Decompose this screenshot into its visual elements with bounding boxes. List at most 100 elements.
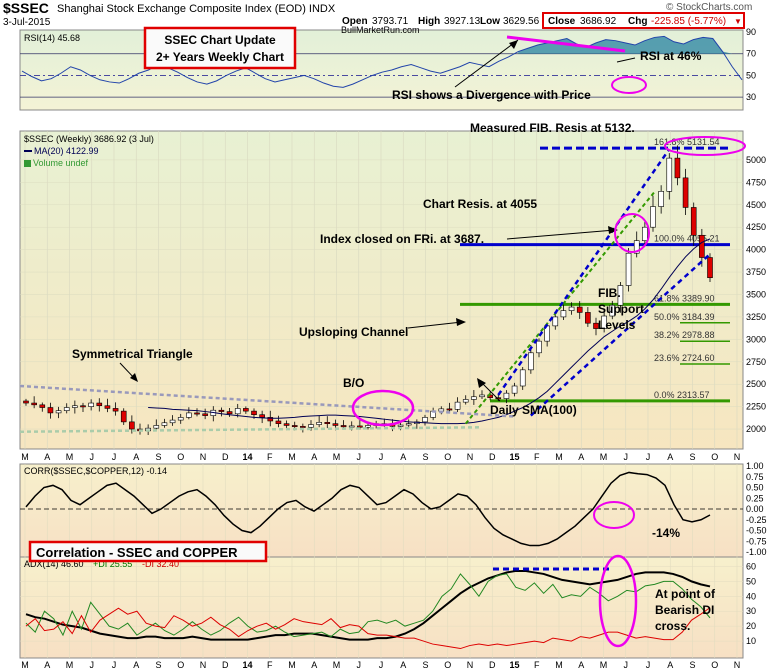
x-tick-label: D [489, 660, 496, 670]
adx-line [25, 569, 711, 641]
volume-legend: Volume undef [33, 158, 89, 168]
adx-panel [19, 556, 744, 659]
candle-body [332, 423, 339, 426]
open-label: Open [342, 16, 368, 27]
x-tick-label: O [177, 452, 184, 462]
fib-level-label: 61.8% 3389.90 [654, 293, 715, 303]
price-title: $SSEC (Weekly) 3686.92 (3 Jul) [24, 134, 154, 144]
candle-body [283, 423, 290, 426]
watermark: © StockCharts.com [666, 2, 752, 13]
x-tick-label: A [667, 660, 673, 670]
breakout-circle [351, 389, 415, 427]
title-box-line2: 2+ Years Weekly Chart [156, 50, 284, 64]
x-tick-label: J [624, 452, 629, 462]
rsi-divergence-line [506, 35, 626, 53]
rsi-y-tick: 90 [746, 27, 756, 37]
upsloping-arrowhead [456, 318, 466, 326]
fib-level-label: 0.0% 2313.57 [654, 390, 710, 400]
price-y-tick: 2500 [746, 379, 766, 389]
y-axes: 30 50 70 90 2000 2250 2500 2750 3000 3250 3500 3750… [746, 27, 767, 646]
x-tick-label: N [467, 452, 474, 462]
x-tick-label: J [379, 452, 384, 462]
corr-y-tick: -0.25 [746, 515, 767, 525]
candle-body [462, 399, 469, 403]
candle-body [576, 306, 583, 313]
corr-y-tick: -0.75 [746, 536, 767, 546]
adx-y-tick: 60 [746, 561, 756, 571]
chart-date: 3-Jul-2015 [3, 17, 51, 28]
x-tick-label: J [624, 660, 629, 670]
bearish-line1: At point of [655, 587, 716, 601]
candle-body [243, 408, 249, 412]
x-tick-label: J [112, 452, 117, 462]
candle-body [593, 322, 599, 329]
candle-body [63, 407, 70, 411]
price-y-tick: 2250 [746, 402, 766, 412]
x-tick-label: D [489, 452, 496, 462]
fib-level-label: 50.0% 3184.39 [654, 312, 715, 322]
candle-body [177, 417, 184, 421]
triangle-upper [19, 384, 515, 418]
candle-body [112, 408, 119, 412]
candle-body [161, 422, 168, 426]
rsi-y-tick: 70 [746, 49, 756, 59]
candle-body [186, 412, 192, 418]
upsloping-arrow [407, 321, 463, 329]
corr-y-tick: -1.00 [746, 547, 767, 557]
candle-body [88, 402, 94, 407]
candlesticks [23, 145, 713, 435]
candle-body [324, 422, 331, 424]
x-tick-label: J [112, 660, 117, 670]
candle-body [226, 411, 233, 415]
x-tick-label: J [357, 452, 362, 462]
candle-body [275, 420, 282, 424]
plus-di-line [25, 573, 711, 638]
candle-body [194, 412, 200, 415]
high-label: High [418, 16, 440, 27]
symbol: $SSEC [3, 0, 49, 16]
fib-target-circle [664, 136, 746, 156]
candle-body [650, 206, 656, 228]
candle-body [153, 425, 160, 429]
candle-body [422, 417, 428, 423]
pct14-label: -14% [652, 526, 680, 540]
fib-support-line1: FIB. [598, 286, 621, 300]
bo-label: B/O [343, 376, 364, 390]
fib-support-line2: Support [598, 302, 644, 316]
candle-body [218, 409, 225, 412]
x-tick-label: A [311, 660, 317, 670]
chg-arrow-icon: ▼ [734, 17, 742, 26]
price-y-tick: 5000 [746, 155, 766, 165]
price-y-tick: 4750 [746, 177, 766, 187]
bearish-line3: cross. [655, 619, 690, 633]
x-tick-label: F [267, 452, 273, 462]
price-y-tick: 3000 [746, 334, 766, 344]
x-tick-label: S [689, 660, 695, 670]
candle-body [340, 425, 347, 428]
open-value: 3793.71 [372, 16, 409, 27]
candle-body [259, 414, 265, 418]
candle-body [348, 425, 355, 428]
candle-body [308, 424, 314, 428]
candle-body [609, 304, 616, 317]
rsi-circle [611, 76, 647, 94]
x-tick-label: O [711, 660, 718, 670]
rsi-y-tick: 50 [746, 70, 756, 80]
rsi-div-arrow [454, 39, 519, 88]
x-tick-label: S [155, 452, 161, 462]
candle-body [291, 425, 298, 427]
candle-body [666, 157, 673, 192]
candle-body [633, 240, 640, 254]
annotations: SSEC Chart Update 2+ Years Weekly Chart … [28, 25, 746, 648]
x-tick-label: O [177, 660, 184, 670]
volume-legend-swatch [24, 160, 31, 167]
corr-title: CORR($SSEC,$COPPER,12) -0.14 [24, 466, 167, 476]
x-tick-label: O [444, 660, 451, 670]
channel-upper [497, 148, 671, 396]
x-tick-label: S [422, 660, 428, 670]
candle-body [397, 424, 404, 427]
x-axis: M M A A M M J J J J A A S S O O N N D D 14 14 F F M M A A M M J J J J A A S S… [21, 452, 740, 670]
candle-body [642, 226, 648, 241]
candle-body [479, 394, 485, 398]
x-tick-label: J [90, 452, 95, 462]
